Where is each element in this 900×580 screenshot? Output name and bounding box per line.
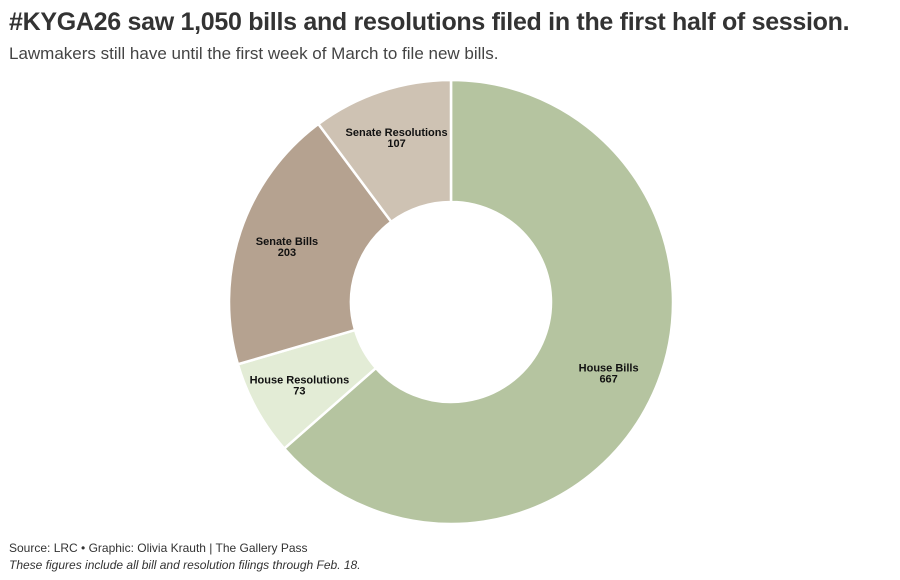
slice-label-senate-bills: Senate Bills bbox=[256, 236, 318, 248]
slice-label-house-resolutions: House Resolutions bbox=[250, 374, 350, 386]
slice-house-bills bbox=[283, 78, 675, 526]
donut-slices bbox=[227, 78, 675, 526]
slice-value-house-bills: 667 bbox=[599, 373, 617, 385]
slice-senate-bills bbox=[227, 122, 393, 366]
chart-source: Source: LRC • Graphic: Olivia Krauth | T… bbox=[9, 541, 308, 555]
chart-title: #KYGA26 saw 1,050 bills and resolutions … bbox=[9, 8, 850, 36]
slice-value-senate-bills: 203 bbox=[278, 247, 296, 259]
slice-label-senate-resolutions: Senate Resolutions bbox=[346, 127, 448, 139]
slice-value-house-resolutions: 73 bbox=[293, 385, 305, 397]
chart-subtitle: Lawmakers still have until the first wee… bbox=[9, 44, 499, 63]
slice-value-senate-resolutions: 107 bbox=[387, 138, 405, 150]
slice-label-house-bills: House Bills bbox=[579, 362, 639, 374]
slice-senate-resolutions bbox=[317, 78, 453, 224]
chart-note: These figures include all bill and resol… bbox=[9, 558, 361, 572]
donut-chart: House Bills 667 House Resolutions 73 Senate … bbox=[0, 70, 900, 535]
